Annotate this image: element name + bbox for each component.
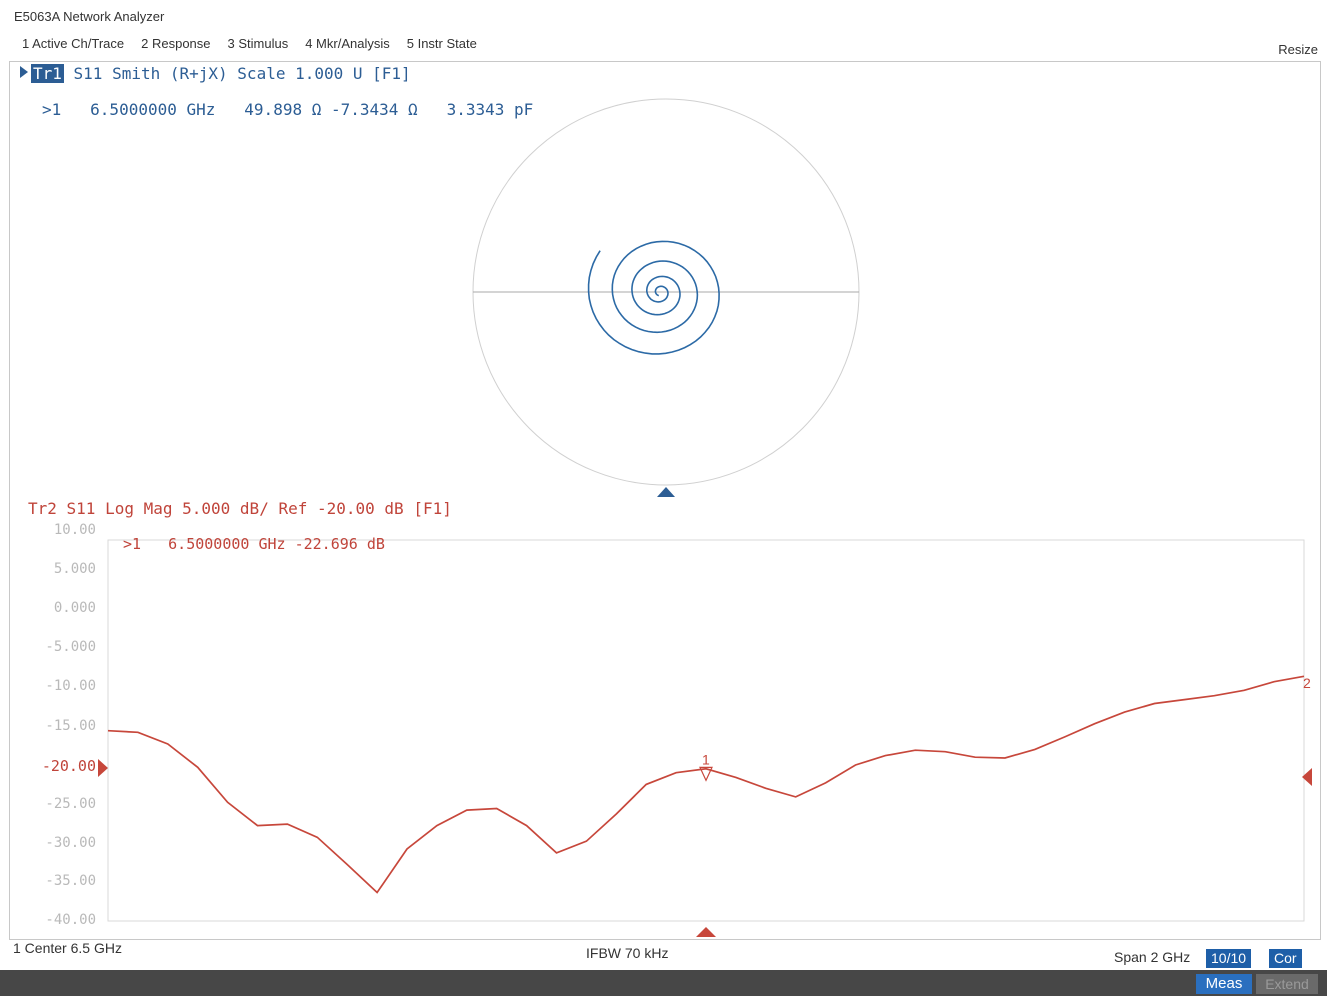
ytick-label: -35.00 bbox=[45, 873, 96, 889]
stimulus-marker-icon bbox=[696, 927, 716, 937]
menubar: 1 Active Ch/Trace 2 Response 3 Stimulus … bbox=[14, 36, 486, 56]
meas-softkey-button[interactable]: Meas bbox=[1196, 974, 1252, 994]
extend-softkey-button[interactable]: Extend bbox=[1256, 974, 1318, 994]
logmag-trace bbox=[107, 675, 1305, 894]
smith-trace-spiral bbox=[587, 240, 720, 355]
marker2-label: 2 bbox=[1303, 675, 1311, 691]
smith-stimulus-marker-icon bbox=[657, 487, 675, 497]
trace2-header[interactable]: Tr2 S11 Log Mag 5.000 dB/ Ref -20.00 dB … bbox=[28, 499, 452, 518]
ytick-label: -15.00 bbox=[45, 718, 96, 734]
trace2-marker-readout: >1 6.5000000 GHz -22.696 dB bbox=[123, 535, 385, 553]
ytick-label: -30.00 bbox=[45, 835, 96, 851]
averaging-badge: 10/10 bbox=[1206, 949, 1252, 968]
ref-right-arrow-icon bbox=[1302, 768, 1312, 786]
ytick-label: -10.00 bbox=[45, 678, 96, 694]
ytick-label: -25.00 bbox=[45, 796, 96, 812]
channel-window[interactable] bbox=[9, 61, 1321, 940]
logmag-grid-frame bbox=[107, 539, 1305, 922]
softkey-bar bbox=[0, 970, 1327, 996]
marker1-triangle-icon bbox=[699, 766, 713, 782]
trace1-marker-readout: >1 6.5000000 GHz 49.898 Ω -7.3434 Ω 3.33… bbox=[42, 100, 534, 119]
active-trace-play-icon bbox=[20, 66, 28, 78]
ytick-label-ref: -20.00 bbox=[41, 757, 96, 775]
ytick-label: 5.000 bbox=[53, 561, 96, 577]
status-span[interactable]: Span 2 GHz bbox=[1114, 949, 1191, 965]
status-ifbw[interactable]: IFBW 70 kHz bbox=[586, 945, 669, 961]
trace1-header-text: S11 Smith (R+jX) Scale 1.000 U [F1] bbox=[63, 64, 411, 83]
menu-active-ch-trace[interactable]: 1 Active Ch/Trace bbox=[22, 36, 125, 51]
smith-chart[interactable] bbox=[472, 98, 860, 497]
menu-response[interactable]: 2 Response bbox=[141, 36, 211, 51]
logmag-graticule[interactable] bbox=[107, 539, 1305, 922]
ytick-label: 0.000 bbox=[53, 600, 96, 616]
correction-badge: Cor bbox=[1269, 949, 1302, 968]
ref-left-arrow-icon bbox=[98, 759, 108, 777]
resize-button[interactable]: Resize bbox=[1278, 42, 1318, 57]
trace1-header[interactable]: Tr1 S11 Smith (R+jX) Scale 1.000 U [F1] bbox=[20, 64, 411, 83]
ytick-label: -5.000 bbox=[45, 639, 96, 655]
menu-instr-state[interactable]: 5 Instr State bbox=[406, 36, 477, 51]
ytick-label: -40.00 bbox=[45, 912, 96, 928]
status-center-frequency[interactable]: 1 Center 6.5 GHz bbox=[13, 940, 122, 956]
menu-stimulus[interactable]: 3 Stimulus bbox=[227, 36, 289, 51]
trace-markers[interactable]: 1 2 bbox=[699, 675, 1311, 782]
menu-mkr-analysis[interactable]: 4 Mkr/Analysis bbox=[305, 36, 390, 51]
marker1-label: 1 bbox=[702, 751, 710, 767]
trace1-tag[interactable]: Tr1 bbox=[31, 64, 64, 83]
app-title: E5063A Network Analyzer bbox=[14, 9, 165, 24]
ytick-label: 10.00 bbox=[53, 522, 96, 538]
